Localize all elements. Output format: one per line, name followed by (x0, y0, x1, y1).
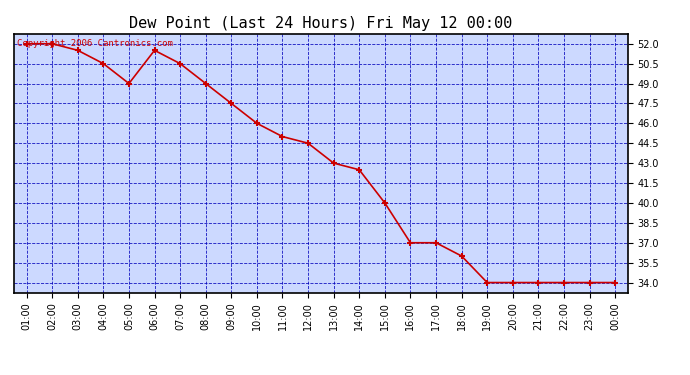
Text: Copyright 2006 Cantronics.com: Copyright 2006 Cantronics.com (17, 39, 172, 48)
Title: Dew Point (Last 24 Hours) Fri May 12 00:00: Dew Point (Last 24 Hours) Fri May 12 00:… (129, 16, 513, 31)
